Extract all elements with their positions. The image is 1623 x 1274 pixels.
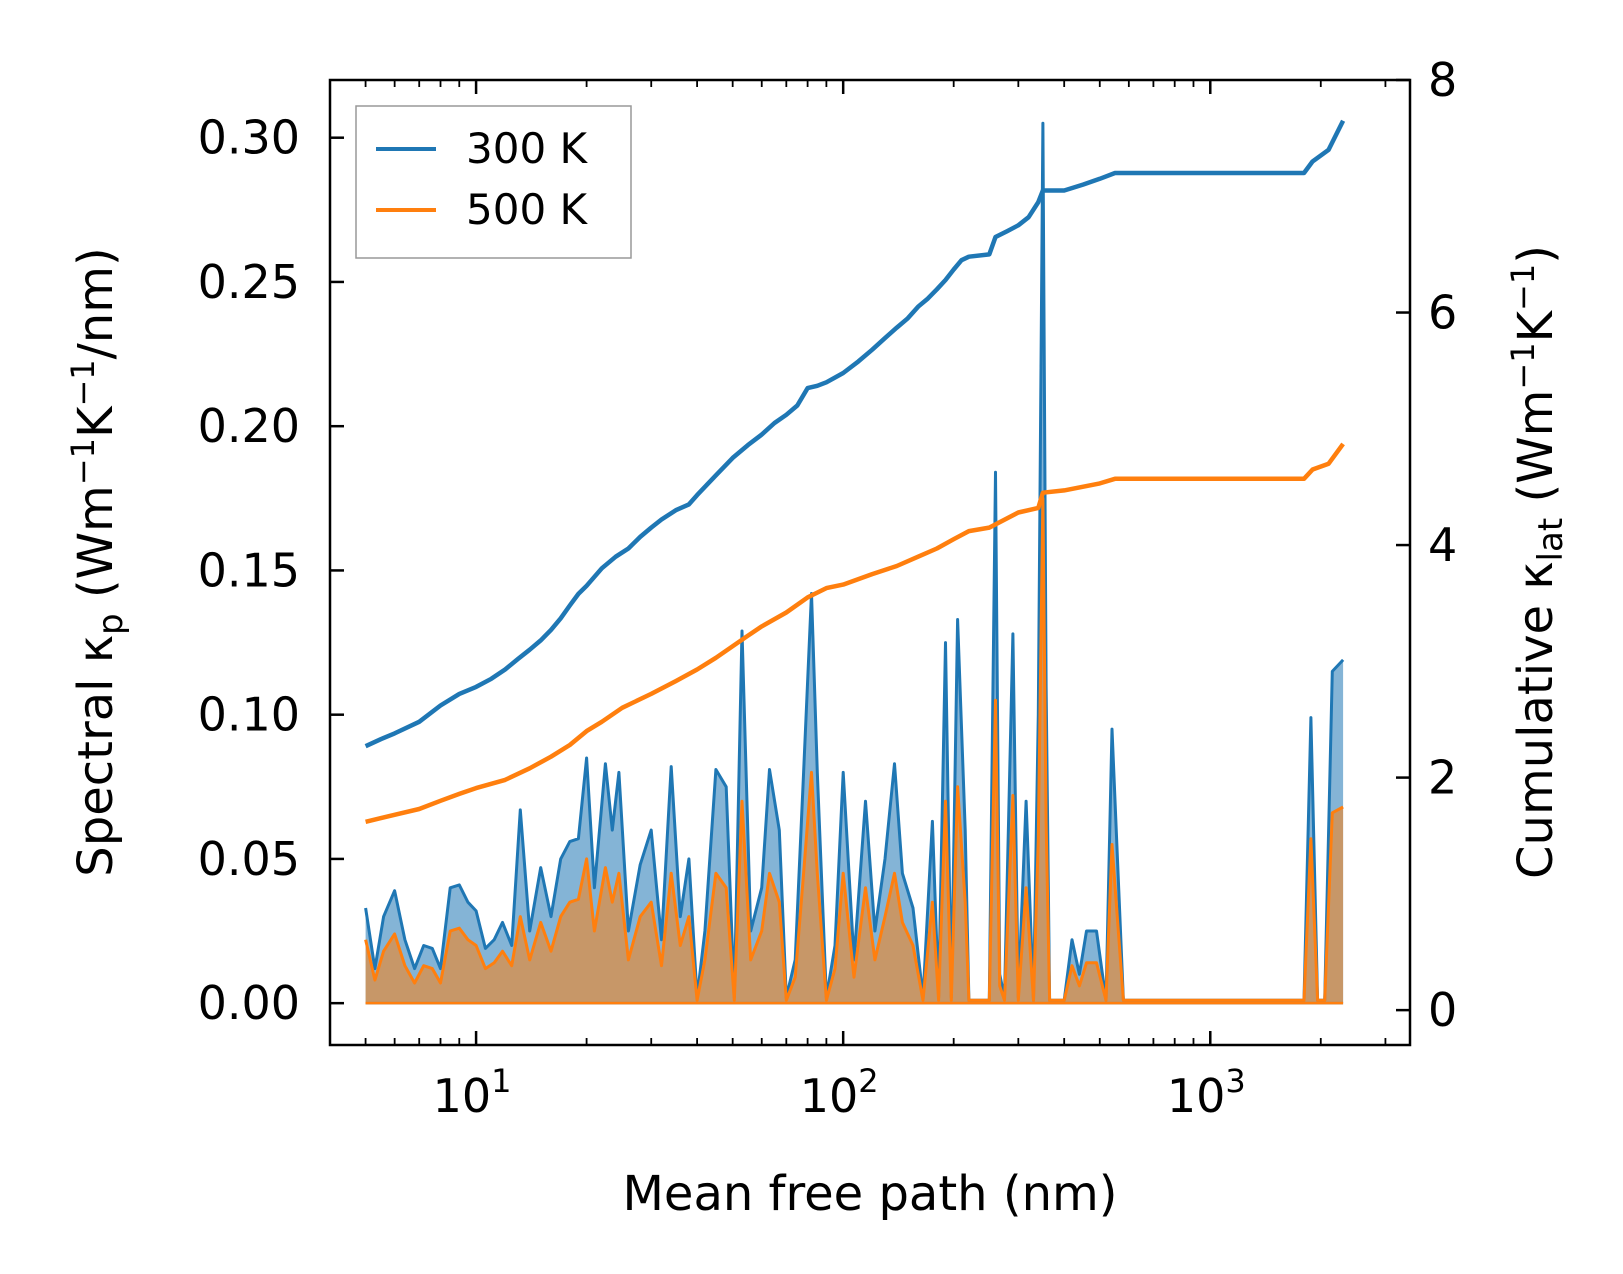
y-axis-left-title: Spectral κp (Wm−1K−1/nm) (64, 247, 131, 876)
y-right-tick-label: 6 (1428, 286, 1457, 340)
axis-ticks: 101 102 103 0.00 0.05 0.10 0.15 0.20 0.25 0.30 0 2 4… (198, 53, 1458, 1123)
x-tick-label: 102 (800, 1062, 879, 1123)
spectral-line-500k (364, 496, 1344, 1002)
cumulative-line-500k (365, 442, 1345, 824)
cumulative-line-300k (364, 119, 1346, 749)
y-left-tick-label: 0.05 (198, 832, 300, 886)
plot-area (364, 119, 1346, 1005)
legend-box (355, 105, 632, 259)
y-left-tick-label: 0.15 (198, 543, 300, 597)
y-left-tick-label: 0.20 (198, 399, 300, 453)
y-axis-right-title: Cumulative κlat (Wm−1K−1) (1504, 245, 1571, 879)
y-left-tick-label: 0.25 (198, 255, 300, 309)
y-right-tick-label: 4 (1428, 518, 1457, 572)
y-right-tick-label: 8 (1428, 53, 1457, 107)
y-left-tick-label: 0.00 (198, 976, 300, 1030)
spectral-fill-500k (365, 498, 1344, 1004)
legend: 300 K 500 K (355, 105, 632, 259)
legend-label-500k: 500 K (466, 185, 589, 234)
legend-label-300k: 300 K (466, 124, 589, 173)
y-right-tick-label: 2 (1428, 751, 1457, 805)
y-left-tick-label: 0.30 (198, 111, 300, 165)
x-tick-label: 101 (433, 1062, 512, 1123)
y-left-tick-label: 0.10 (198, 688, 300, 742)
y-right-tick-label: 0 (1428, 983, 1457, 1037)
plot-frame (328, 78, 1412, 1047)
x-axis-title: Mean free path (nm) (623, 1166, 1118, 1222)
x-tick-label: 103 (1167, 1062, 1246, 1123)
spectral-fill-300k (365, 123, 1344, 1004)
